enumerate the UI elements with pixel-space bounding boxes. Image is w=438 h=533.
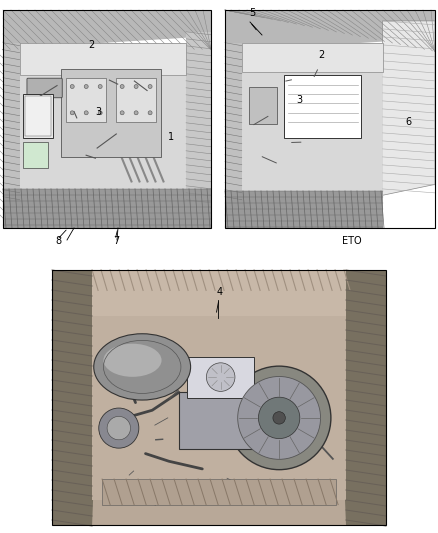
Text: 2: 2 bbox=[318, 50, 324, 60]
Circle shape bbox=[120, 85, 124, 88]
Bar bbox=[102, 479, 336, 505]
Circle shape bbox=[206, 363, 235, 391]
Circle shape bbox=[227, 366, 331, 470]
Polygon shape bbox=[186, 32, 211, 206]
Circle shape bbox=[148, 111, 152, 115]
Text: 8: 8 bbox=[55, 236, 61, 246]
Circle shape bbox=[148, 85, 152, 88]
Bar bbox=[52, 270, 386, 525]
Bar bbox=[23, 94, 53, 138]
Polygon shape bbox=[3, 10, 211, 49]
Circle shape bbox=[238, 376, 321, 459]
Circle shape bbox=[98, 85, 102, 88]
Polygon shape bbox=[3, 43, 20, 202]
Circle shape bbox=[258, 397, 300, 439]
Circle shape bbox=[99, 408, 139, 448]
Circle shape bbox=[70, 111, 74, 115]
Bar bbox=[116, 78, 156, 122]
Bar bbox=[23, 142, 48, 168]
Circle shape bbox=[84, 85, 88, 88]
Text: 3: 3 bbox=[296, 95, 302, 105]
Text: 7: 7 bbox=[113, 236, 119, 246]
Bar bbox=[52, 270, 386, 525]
Bar bbox=[20, 43, 186, 75]
Text: 6: 6 bbox=[405, 117, 411, 127]
Bar bbox=[61, 69, 161, 157]
Circle shape bbox=[120, 111, 124, 115]
Ellipse shape bbox=[103, 344, 162, 377]
Circle shape bbox=[70, 85, 74, 88]
Text: 4: 4 bbox=[217, 287, 223, 297]
Text: 2: 2 bbox=[88, 40, 94, 50]
Ellipse shape bbox=[94, 334, 191, 400]
Text: 5: 5 bbox=[249, 8, 255, 18]
Circle shape bbox=[84, 111, 88, 115]
Text: 3: 3 bbox=[95, 107, 101, 117]
Bar bbox=[25, 96, 51, 135]
Bar bbox=[52, 270, 386, 525]
FancyBboxPatch shape bbox=[27, 78, 62, 98]
Circle shape bbox=[107, 416, 131, 440]
Text: 1: 1 bbox=[168, 132, 174, 142]
Circle shape bbox=[98, 111, 102, 115]
Bar bbox=[92, 270, 346, 321]
Polygon shape bbox=[52, 270, 102, 525]
Bar bbox=[242, 43, 382, 191]
Bar bbox=[179, 392, 262, 448]
Bar bbox=[187, 357, 254, 398]
Bar bbox=[225, 10, 435, 228]
Bar bbox=[242, 43, 382, 72]
Bar bbox=[3, 10, 211, 228]
Circle shape bbox=[134, 85, 138, 88]
Bar bbox=[20, 43, 186, 189]
Bar bbox=[225, 10, 435, 228]
Bar bbox=[225, 191, 382, 228]
Bar bbox=[3, 10, 211, 228]
Circle shape bbox=[273, 411, 285, 424]
Bar bbox=[249, 87, 277, 124]
Polygon shape bbox=[382, 21, 435, 195]
Bar bbox=[284, 75, 361, 138]
Polygon shape bbox=[336, 270, 386, 525]
Circle shape bbox=[134, 111, 138, 115]
Polygon shape bbox=[225, 10, 435, 51]
Text: ETO: ETO bbox=[342, 236, 362, 246]
Bar bbox=[66, 78, 106, 122]
Bar bbox=[3, 189, 211, 228]
Bar bbox=[225, 43, 242, 202]
Bar bbox=[92, 316, 346, 499]
